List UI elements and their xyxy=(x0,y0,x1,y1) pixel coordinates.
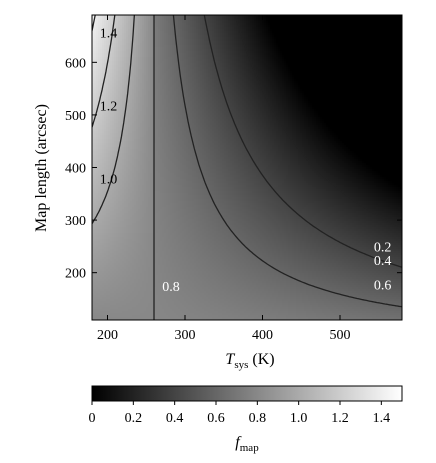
heatmap-image xyxy=(92,15,403,322)
